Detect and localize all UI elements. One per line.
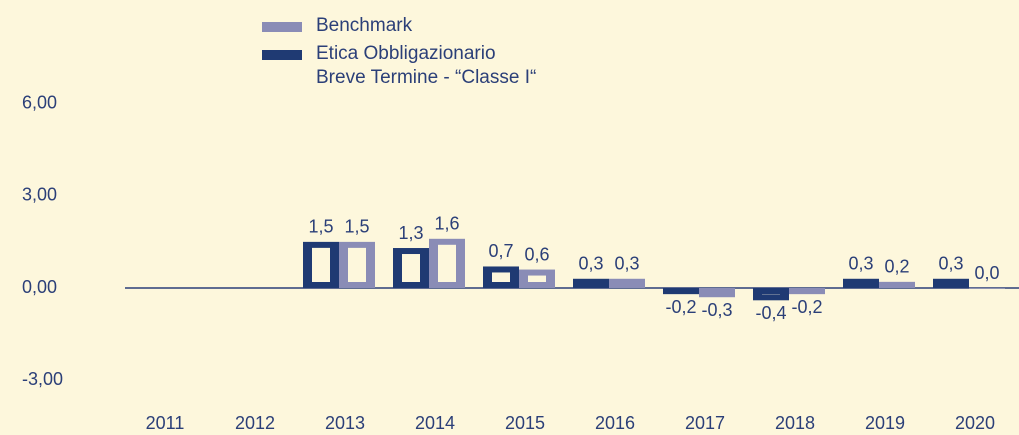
data-label: 0,6 <box>524 244 549 264</box>
bar-inner <box>348 247 366 282</box>
legend-item: Benchmark <box>262 14 536 38</box>
data-label: 1,3 <box>398 223 423 243</box>
x-tick-label: 2011 <box>146 413 185 433</box>
bar <box>609 278 645 288</box>
bar-inner <box>312 247 330 282</box>
legend-label: Benchmark <box>316 15 413 36</box>
legend-item: Etica Obbligazionario Breve Termine - “C… <box>262 42 536 90</box>
x-tick-label: 2019 <box>865 413 905 433</box>
data-label: 1,6 <box>434 214 459 234</box>
legend-swatch <box>262 50 302 60</box>
data-label: 1,5 <box>344 217 369 237</box>
y-tick-label: 3,00 <box>22 185 57 205</box>
x-tick-label: 2017 <box>685 413 725 433</box>
data-label: 0,0 <box>974 263 999 283</box>
x-tick-label: 2018 <box>775 413 815 433</box>
y-tick-label: 0,00 <box>22 277 57 297</box>
x-tick-label: 2012 <box>235 413 275 433</box>
data-label: 1,5 <box>308 217 333 237</box>
legend-swatch <box>262 22 302 32</box>
data-label: 0,3 <box>938 254 963 274</box>
bar <box>969 288 1005 289</box>
data-label: 0,3 <box>614 254 639 274</box>
data-label: 0,3 <box>848 254 873 274</box>
bar <box>573 278 609 288</box>
bar <box>699 288 735 298</box>
bar <box>879 281 915 288</box>
x-tick-label: 2013 <box>325 413 365 433</box>
bar <box>843 278 879 288</box>
bar <box>663 288 699 295</box>
legend: Benchmark Etica Obbligazionario Breve Ter… <box>262 14 536 94</box>
data-label: -0,4 <box>755 303 786 323</box>
x-tick-label: 2014 <box>415 413 455 433</box>
data-label: 0,7 <box>488 241 513 261</box>
bar <box>789 288 825 295</box>
y-tick-label: -3,00 <box>22 369 63 389</box>
data-label: -0,2 <box>665 297 696 317</box>
x-tick-label: 2015 <box>505 413 545 433</box>
legend-label: Etica Obbligazionario Breve Termine - “C… <box>316 43 537 88</box>
bar-inner <box>438 244 456 282</box>
bar-inner <box>402 254 420 282</box>
x-tick-label: 2016 <box>595 413 635 433</box>
data-label: -0,2 <box>791 297 822 317</box>
bar-inner <box>528 275 546 282</box>
x-tick-label: 2020 <box>955 413 995 433</box>
data-label: 0,2 <box>884 257 909 277</box>
bar-inner <box>492 272 510 282</box>
y-tick-label: 6,00 <box>22 92 57 112</box>
data-label: -0,3 <box>701 300 732 320</box>
bar <box>933 278 969 288</box>
data-label: 0,3 <box>578 254 603 274</box>
